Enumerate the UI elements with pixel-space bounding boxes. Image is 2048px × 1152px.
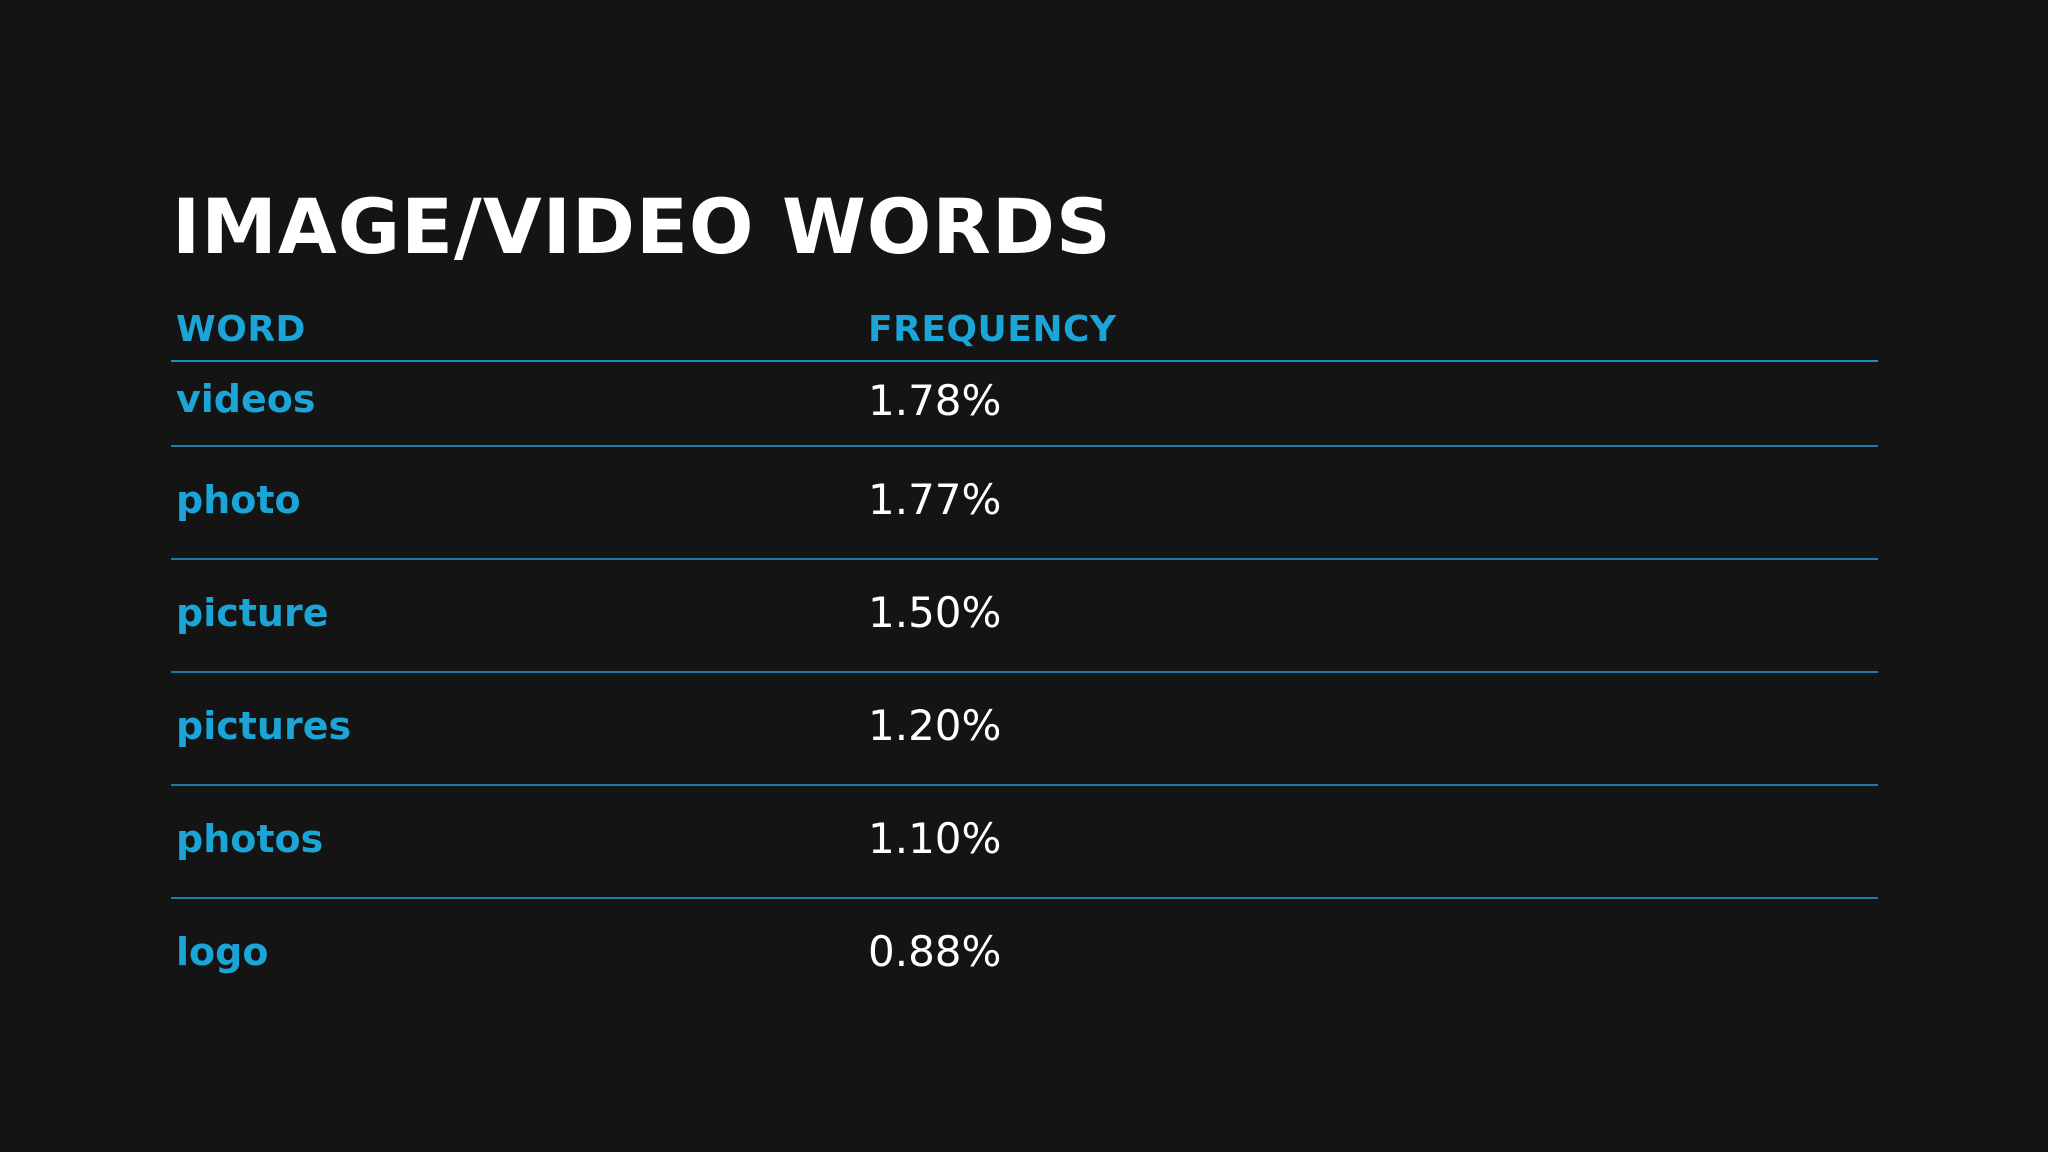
- table-row: pictures 1.20%: [171, 673, 1878, 786]
- table-row: photo 1.77%: [171, 447, 1878, 560]
- word-cell: logo: [176, 930, 269, 974]
- frequency-cell: 1.50%: [868, 588, 1002, 637]
- header-frequency: FREQUENCY: [868, 309, 1117, 350]
- table-row: logo 0.88%: [171, 899, 1878, 1010]
- frequency-cell: 1.10%: [868, 814, 1002, 863]
- frequency-cell: 1.20%: [868, 701, 1002, 750]
- word-cell: photos: [176, 817, 324, 861]
- slide-title: IMAGE/VIDEO WORDS: [172, 182, 1112, 271]
- frequency-table: WORD FREQUENCY videos 1.78% photo 1.77% …: [171, 302, 1878, 1010]
- table-row: photos 1.10%: [171, 786, 1878, 899]
- table-row: picture 1.50%: [171, 560, 1878, 673]
- word-cell: pictures: [176, 704, 352, 748]
- table-row: videos 1.78%: [171, 362, 1878, 447]
- frequency-cell: 1.77%: [868, 475, 1002, 524]
- frequency-cell: 0.88%: [868, 927, 1002, 976]
- word-cell: picture: [176, 591, 329, 635]
- word-cell: photo: [176, 478, 301, 522]
- frequency-cell: 1.78%: [868, 376, 1002, 425]
- word-cell: videos: [176, 377, 316, 421]
- table-header: WORD FREQUENCY: [171, 302, 1878, 362]
- header-word: WORD: [176, 309, 306, 350]
